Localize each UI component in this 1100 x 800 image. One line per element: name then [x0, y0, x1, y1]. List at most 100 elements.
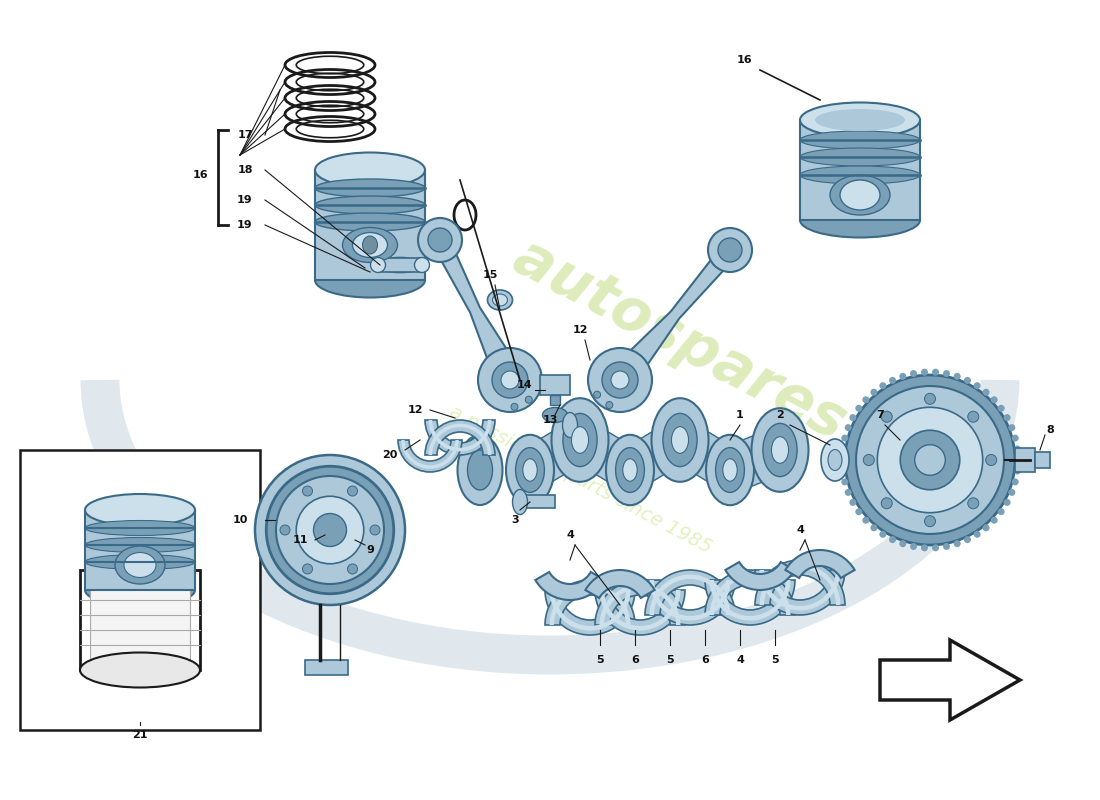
- Wedge shape: [595, 590, 685, 635]
- Circle shape: [1003, 414, 1011, 421]
- Polygon shape: [630, 415, 680, 495]
- Text: 10: 10: [232, 515, 248, 525]
- Circle shape: [921, 369, 928, 376]
- Text: autospares: autospares: [504, 229, 856, 451]
- Polygon shape: [520, 495, 556, 508]
- Circle shape: [1014, 457, 1022, 463]
- Wedge shape: [645, 580, 735, 625]
- Ellipse shape: [522, 458, 537, 481]
- Text: 5: 5: [596, 655, 604, 665]
- Ellipse shape: [671, 426, 689, 454]
- Ellipse shape: [315, 262, 425, 298]
- Circle shape: [1012, 434, 1019, 442]
- Ellipse shape: [80, 653, 200, 687]
- Circle shape: [276, 476, 384, 584]
- Circle shape: [974, 531, 981, 538]
- Circle shape: [968, 411, 979, 422]
- Circle shape: [982, 524, 990, 531]
- Ellipse shape: [468, 450, 493, 490]
- Ellipse shape: [800, 166, 920, 184]
- Ellipse shape: [516, 448, 544, 492]
- Text: 21: 21: [132, 730, 147, 740]
- Circle shape: [881, 498, 892, 509]
- Circle shape: [1012, 478, 1019, 486]
- Circle shape: [943, 370, 950, 377]
- Text: 12: 12: [407, 405, 422, 415]
- Ellipse shape: [623, 458, 637, 481]
- Polygon shape: [680, 415, 730, 495]
- Circle shape: [982, 389, 990, 396]
- Text: 4: 4: [736, 655, 744, 665]
- Polygon shape: [730, 425, 780, 495]
- Circle shape: [924, 394, 935, 404]
- Circle shape: [954, 373, 960, 380]
- Circle shape: [418, 218, 462, 262]
- Ellipse shape: [771, 437, 789, 463]
- Ellipse shape: [85, 554, 195, 570]
- Circle shape: [968, 498, 979, 509]
- Polygon shape: [550, 395, 560, 405]
- Circle shape: [842, 478, 848, 486]
- Wedge shape: [544, 590, 635, 635]
- Ellipse shape: [800, 148, 920, 166]
- Ellipse shape: [616, 448, 645, 492]
- Ellipse shape: [85, 574, 195, 606]
- Bar: [90, 575, 190, 665]
- Ellipse shape: [551, 398, 608, 482]
- Wedge shape: [398, 440, 462, 472]
- Text: 11: 11: [293, 535, 308, 545]
- Circle shape: [862, 396, 869, 403]
- Circle shape: [900, 430, 959, 490]
- Ellipse shape: [651, 398, 708, 482]
- Circle shape: [864, 454, 874, 466]
- Circle shape: [1009, 424, 1015, 431]
- Polygon shape: [540, 375, 570, 395]
- Circle shape: [594, 391, 601, 398]
- Circle shape: [974, 382, 981, 389]
- Ellipse shape: [487, 290, 513, 310]
- Text: 14: 14: [517, 380, 532, 390]
- Text: 13: 13: [542, 415, 558, 425]
- Circle shape: [588, 348, 652, 412]
- Circle shape: [478, 348, 542, 412]
- Ellipse shape: [723, 458, 737, 481]
- Text: 12: 12: [572, 325, 587, 335]
- Text: 6: 6: [701, 655, 708, 665]
- Ellipse shape: [315, 213, 425, 231]
- Circle shape: [280, 525, 290, 535]
- Circle shape: [881, 411, 892, 422]
- Text: 3: 3: [512, 515, 519, 525]
- Wedge shape: [550, 585, 630, 625]
- Circle shape: [889, 536, 896, 543]
- Polygon shape: [1035, 452, 1050, 468]
- Ellipse shape: [606, 435, 654, 506]
- Circle shape: [856, 386, 1004, 534]
- Ellipse shape: [116, 546, 165, 584]
- Circle shape: [842, 434, 848, 442]
- Wedge shape: [429, 420, 492, 451]
- Circle shape: [266, 466, 394, 594]
- Text: 16: 16: [737, 55, 752, 65]
- Circle shape: [1014, 446, 1021, 453]
- Circle shape: [1009, 489, 1015, 496]
- Ellipse shape: [493, 294, 507, 306]
- Wedge shape: [550, 590, 630, 630]
- Text: 4: 4: [566, 530, 574, 540]
- Ellipse shape: [562, 413, 578, 438]
- Ellipse shape: [663, 414, 697, 466]
- Text: 5: 5: [667, 655, 674, 665]
- Circle shape: [900, 373, 906, 380]
- Polygon shape: [580, 415, 630, 495]
- Circle shape: [915, 445, 945, 475]
- Wedge shape: [600, 590, 681, 630]
- Circle shape: [879, 382, 887, 389]
- Text: 18: 18: [238, 165, 253, 175]
- Text: 8: 8: [1046, 425, 1054, 435]
- Circle shape: [849, 414, 857, 421]
- Polygon shape: [530, 415, 580, 495]
- Circle shape: [870, 389, 878, 396]
- Polygon shape: [432, 236, 522, 386]
- Circle shape: [845, 375, 1015, 545]
- Circle shape: [991, 517, 998, 524]
- Bar: [20, 450, 260, 730]
